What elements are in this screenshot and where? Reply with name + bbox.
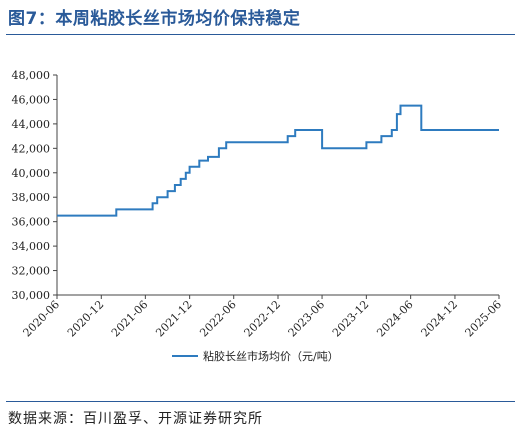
y-tick-label: 48,000 [12, 69, 51, 82]
x-tick-label: 2021-12 [153, 298, 195, 340]
y-tick-label: 34,000 [12, 240, 51, 253]
y-tick-label: 42,000 [12, 142, 51, 155]
legend-label: 粘胶长丝市场均价（元/吨） [203, 349, 339, 363]
y-tick-label: 32,000 [12, 265, 51, 278]
price-series-line [57, 104, 499, 217]
x-tick-label: 2023-06 [286, 298, 328, 340]
y-tick-label: 46,000 [12, 93, 51, 106]
x-tick-label: 2022-06 [197, 298, 239, 340]
x-tick-label: 2025-06 [463, 298, 505, 340]
y-axis: 30,000 32,000 34,000 36,000 38,000 40,000 42,0… [12, 69, 58, 302]
x-tick-label: 2023-12 [330, 298, 372, 340]
y-tick-label: 44,000 [12, 118, 51, 131]
x-tick-label: 2024-12 [419, 298, 461, 340]
y-tick-label: 36,000 [12, 216, 51, 229]
source-rule [6, 401, 515, 402]
data-source-note: 数据来源：百川盈孚、开源证券研究所 [8, 411, 263, 427]
legend: 粘胶长丝市场均价（元/吨） [172, 349, 339, 363]
x-tick-label: 2024-06 [374, 298, 416, 340]
title-rule [6, 34, 515, 35]
x-tick-label: 2020-06 [21, 298, 63, 340]
y-tick-label: 38,000 [12, 191, 51, 204]
series-layer [57, 104, 499, 217]
y-tick-label: 30,000 [12, 289, 51, 302]
x-tick-label: 2020-12 [65, 298, 107, 340]
figure-title: 图7：本周粘胶长丝市场均价保持稳定 [8, 9, 301, 29]
y-tick-label: 40,000 [12, 167, 51, 180]
x-tick-label: 2021-06 [109, 298, 151, 340]
x-axis: 2020-06 2020-12 2021-06 2021-12 2022-06 2022-… [21, 294, 505, 340]
x-tick-label: 2022-12 [242, 298, 284, 340]
step-line-chart: 30,000 32,000 34,000 36,000 38,000 40,000 42,0… [12, 69, 505, 363]
